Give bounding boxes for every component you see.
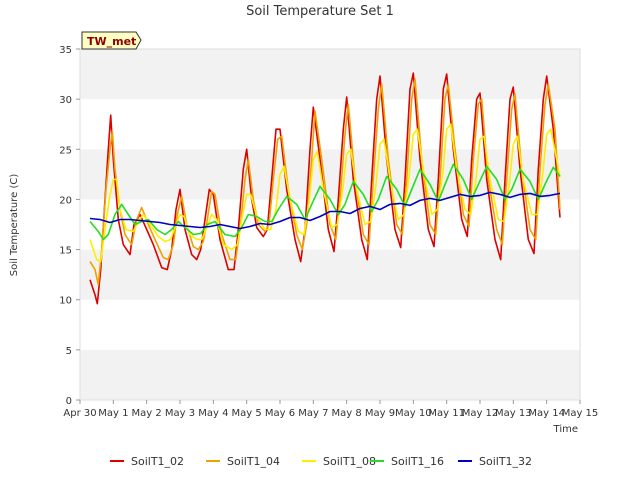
- x-tick-label: May 15: [562, 408, 599, 419]
- legend-label-soilt1-08: SoilT1_08: [323, 455, 376, 468]
- y-tick-label: 20: [59, 195, 72, 206]
- x-tick-label: May 7: [298, 408, 328, 419]
- series-line-soilt1-02: [89, 72, 561, 305]
- x-tick-label: May 12: [462, 408, 499, 419]
- x-tick-label: May 6: [265, 408, 295, 419]
- x-axis: Apr 30 May 1 May 2 May 3 May 4 May 5 May 6 May …: [63, 400, 598, 419]
- badge-label: TW_met: [87, 35, 136, 48]
- y-tick-label: 35: [59, 45, 72, 56]
- y-tick-label: 0: [66, 396, 72, 407]
- y-tick-label: 5: [66, 346, 72, 357]
- x-tick-label: May 8: [332, 408, 362, 419]
- x-axis-label: Time: [553, 424, 578, 435]
- grid-band: [80, 249, 580, 300]
- legend-label-soilt1-02: SoilT1_02: [131, 455, 184, 468]
- legend-label-soilt1-16: SoilT1_16: [391, 455, 444, 468]
- series-layer: [89, 72, 561, 305]
- x-tick-label: May 4: [198, 408, 228, 419]
- y-axis: 0 5 10 15 20 25 30 35: [59, 45, 80, 407]
- x-tick-label: May 5: [232, 408, 262, 419]
- grid-band: [80, 49, 580, 100]
- grid-band: [80, 349, 580, 400]
- grid-band: [80, 299, 580, 350]
- x-tick-label: May 9: [365, 408, 395, 419]
- series-line-soilt1-32: [89, 191, 561, 230]
- tw-met-badge: TW_met: [81, 31, 142, 50]
- y-tick-label: 15: [59, 246, 72, 257]
- legend-label-soilt1-32: SoilT1_32: [479, 455, 532, 468]
- x-tick-label: May 3: [165, 408, 195, 419]
- x-tick-label: May 10: [395, 408, 432, 419]
- grid-band: [80, 99, 580, 150]
- y-tick-label: 25: [59, 145, 72, 156]
- x-tick-label: May 2: [132, 408, 162, 419]
- y-tick-label: 30: [59, 95, 72, 106]
- x-tick-label: May 11: [428, 408, 465, 419]
- chart-title: Soil Temperature Set 1: [246, 4, 394, 19]
- x-tick-label: May 1: [98, 408, 128, 419]
- grid-band: [80, 149, 580, 200]
- legend-label-soilt1-04: SoilT1_04: [227, 455, 280, 468]
- series-line-soilt1-16: [89, 163, 561, 241]
- x-tick-label: May 13: [495, 408, 532, 419]
- x-tick-label: May 14: [528, 408, 565, 419]
- x-tick-label: Apr 30: [63, 408, 96, 419]
- legend: SoilT1_02 SoilT1_04 SoilT1_08 SoilT1_16 Soil…: [110, 455, 532, 468]
- y-tick-label: 10: [59, 296, 72, 307]
- y-axis-label: Soil Temperature (C): [9, 174, 20, 277]
- series-line-soilt1-04: [89, 78, 561, 286]
- plot-frame: [79, 48, 581, 401]
